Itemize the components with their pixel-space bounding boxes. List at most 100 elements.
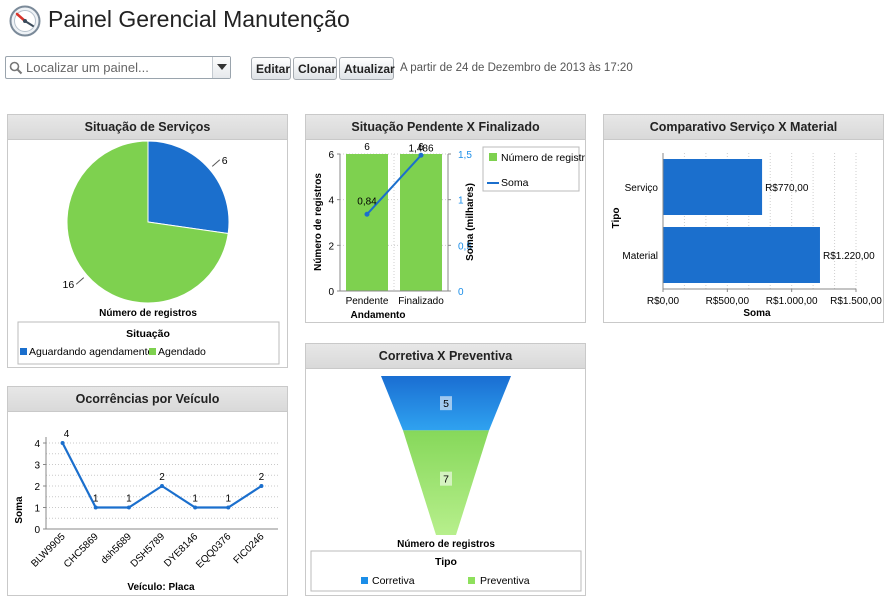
series-line-soma [366,154,422,215]
legend-label-soma: Soma [501,177,529,189]
search-dropdown-button[interactable] [212,57,230,78]
y-tick-label: 1 [34,504,40,515]
line-point [226,505,231,510]
panel-corretiva-preventiva[interactable]: Corretiva X Preventiva 5 7 Número de regi… [305,343,586,596]
line-value-label: 1 [93,494,99,505]
y-tick-label: 2 [34,482,40,493]
legend-swatch-registros [489,153,497,161]
pie-slice-label: 6 [222,155,228,167]
line-point [418,152,424,158]
x-tick-label: EQQ0376 [194,531,234,571]
panel-title: Ocorrências por Veículo [8,387,287,412]
y-tick-label: 0 [34,525,40,536]
line-point [364,211,370,217]
hbar-x-label: Soma [743,308,771,319]
y-tick-label: 3 [34,461,40,472]
pie-leader-line [75,277,85,285]
clone-button[interactable]: Clonar [293,57,337,80]
line-value-label: 1,486 [408,143,433,154]
legend-swatch-aguardando [20,348,27,355]
bar [663,159,763,215]
line-point [193,505,198,510]
y-tick-label: 4 [328,196,334,207]
line-value-label: 4 [64,429,70,440]
line-point [126,505,131,510]
legend-swatch-corretiva [361,577,368,584]
bar-value-label: R$1.220,00 [823,251,875,262]
y-tick-label: Serviço [625,183,659,194]
pie-slice-label: 16 [63,279,75,291]
panel-comparativo[interactable]: Comparativo Serviço X Material R$770,00 R… [603,114,884,323]
combo-y-label: Número de registros [313,173,324,271]
y-tick-label: 6 [328,150,334,161]
y2-tick-label: 0 [458,287,464,298]
pie-x-label: Número de registros [99,308,197,319]
panel-pendente-finalizado[interactable]: Situação Pendente X Finalizado 6 6 0,84 1,… [305,114,586,323]
pie-slice [147,141,230,235]
legend-label-registros: Número de registros [501,152,585,164]
x-tick-label: R$1.000,00 [766,296,818,307]
panel-title: Comparativo Serviço X Material [604,115,883,140]
combo-y2-label: Soma (milhares) [465,183,476,261]
search-icon [9,61,23,75]
bar-value-label: 6 [418,142,424,153]
funnel-legend-box [310,550,582,592]
combo-x-label: Andamento [351,310,406,321]
line-point [93,505,98,510]
funnel-chart: 5 7 Número de registros Tipo Corretiva Pr… [310,376,582,592]
line-point [160,484,164,488]
line-value-label: 2 [259,472,265,483]
pie-legend-box [17,321,280,365]
panel-title: Corretiva X Preventiva [306,344,585,369]
x-tick-label: FIC0246 [232,531,267,566]
hbar-y-label: Tipo [611,208,622,229]
line-y-label: Soma [14,496,25,524]
legend-label-corretiva: Corretiva [372,575,415,587]
legend-swatch-agendado [149,348,156,355]
panel-title: Situação de Serviços [8,115,287,140]
bar-value-label: 6 [364,142,370,153]
x-tick-label: Pendente [346,296,389,307]
edit-button[interactable]: Editar [251,57,291,80]
legend-label-aguardando: Aguardando agendamento [29,346,154,358]
search-input[interactable] [26,59,216,76]
pie-legend-title: Situação [126,328,170,340]
dashboard-search[interactable] [5,56,231,79]
x-tick-label: DSH5789 [129,531,168,570]
line-x-label: Veículo: Placa [127,582,195,593]
funnel-label-bg [440,396,452,411]
page-title: Painel Gerencial Manutenção [48,6,350,32]
line-point [259,484,264,488]
y2-tick-label: 0,5 [458,241,472,252]
line-chart: 41 121 12 01234BLW9905CHC5869dsh5689DSH578… [14,429,278,593]
pie-chart: 6 16 Número de registros Situação Aguarda… [17,141,280,365]
y-tick-label: Material [622,251,658,262]
last-updated-text: A partir de 24 de Dezembro de 2013 às 17… [400,62,633,74]
x-tick-label: R$0,00 [647,296,680,307]
line-value-label: 1 [192,494,198,505]
line-point [60,441,65,445]
bar [346,154,388,291]
legend-swatch-preventiva [468,577,475,584]
legend-label-agendado: Agendado [158,346,206,358]
funnel-legend-title: Tipo [435,556,457,568]
panel-title: Situação Pendente X Finalizado [306,115,585,140]
bar [400,154,442,291]
y2-tick-label: 1 [458,196,464,207]
pie-slice [66,141,229,304]
refresh-button[interactable]: Atualizar [339,57,395,80]
panel-situacao-servicos[interactable]: Situação de Serviços 6 16 Número de regis… [7,114,288,368]
line-value-label: 0,84 [357,196,377,207]
bar [663,227,820,283]
hbar-chart: R$770,00 R$1.220,00 R$0,00 R$500,00 R$1.000… [611,153,882,319]
y2-tick-label: 1,5 [458,150,472,161]
line-value-label: 2 [159,472,165,483]
chevron-down-icon [217,64,227,70]
funnel-value-label: 5 [443,398,449,410]
legend-label-preventiva: Preventiva [480,575,530,587]
x-tick-label: CHC5869 [62,531,101,570]
funnel-x-label: Número de registros [397,539,495,550]
y-tick-label: 2 [328,241,334,252]
y-tick-label: 0 [328,287,334,298]
